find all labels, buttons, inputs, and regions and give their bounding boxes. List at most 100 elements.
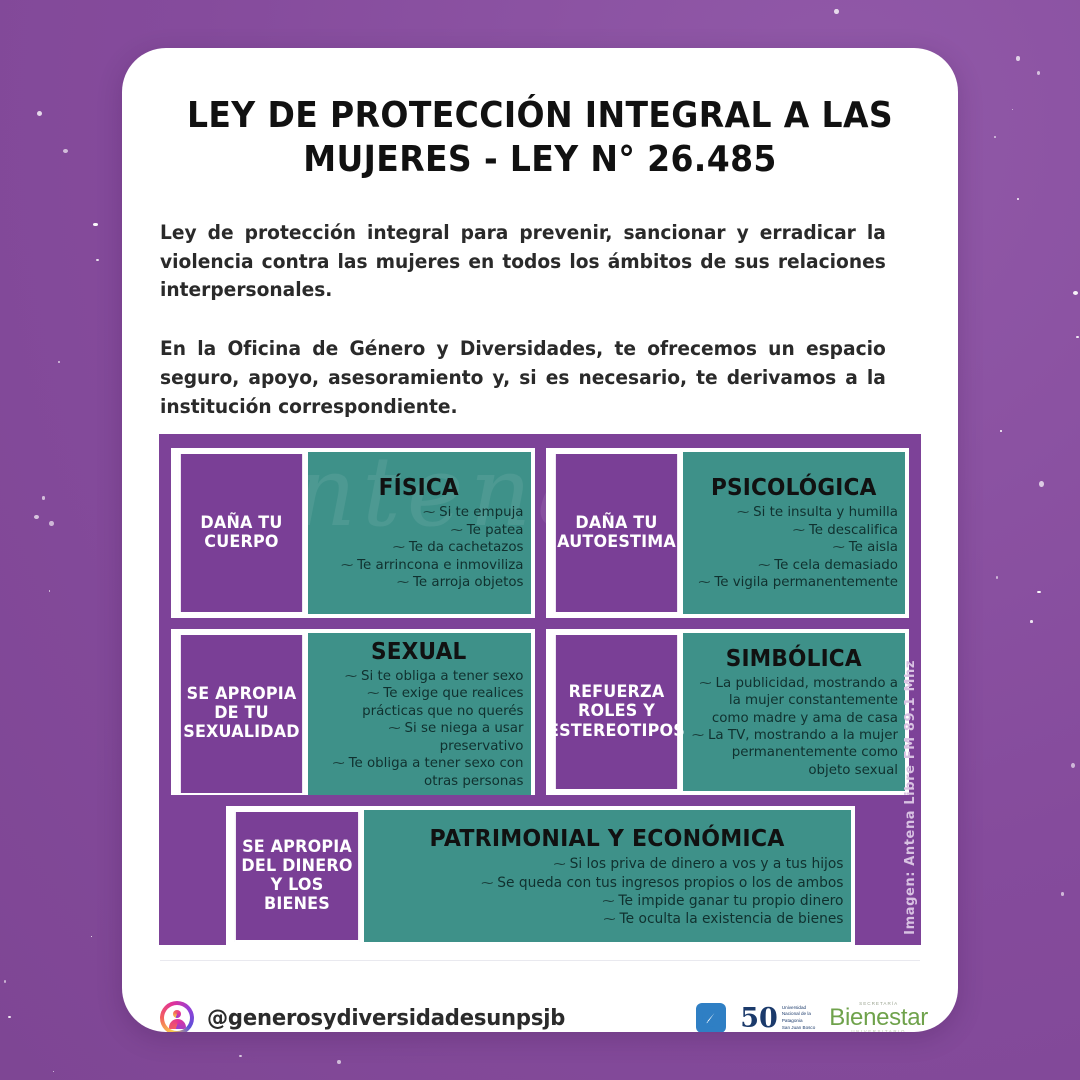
violence-heading-patrimonial: PATRIMONIAL Y ECONÓMICA xyxy=(428,824,785,853)
violence-effect-psicologica: DAÑA TU AUTOESTIMA xyxy=(553,452,679,614)
background-speck xyxy=(337,1059,341,1064)
background-speck xyxy=(1076,335,1080,339)
background-speck xyxy=(91,935,93,937)
dash-icon: ⁓ xyxy=(345,669,358,683)
dash-icon: ⁓ xyxy=(481,875,494,890)
dash-icon: ⁓ xyxy=(396,575,409,590)
background-speck xyxy=(995,575,999,579)
violence-heading-psicologica: PSICOLÓGICA xyxy=(710,475,877,502)
instagram-handle: @generosydiversidadesunpsjb xyxy=(207,1005,566,1031)
background-speck xyxy=(33,514,39,519)
violence-item: ⁓ Te exige que realices prácticas que no … xyxy=(362,686,524,719)
violence-effect-simbolica: REFUERZA ROLES Y ESTEREOTIPOS xyxy=(548,633,684,791)
dash-icon: ⁓ xyxy=(392,540,405,555)
footer: @generosydiversidadesunpsjb 50 Universid… xyxy=(160,988,928,1032)
violence-heading-simbolica: SIMBÓLICA xyxy=(725,645,862,672)
footer-divider xyxy=(160,960,920,961)
violence-types-infographic: Antena DAÑA TU CUERPO FÍSICA ⁓Si te empu… xyxy=(159,434,921,945)
page-title: LEY DE PROTECCIÓN INTEGRAL A LAS MUJERES… xyxy=(186,95,894,181)
violence-item: ⁓ Si te obliga a tener sexo xyxy=(345,669,524,684)
background-speck xyxy=(3,980,7,984)
background-speck xyxy=(49,590,51,592)
university-logo: 50 Universidad Nacional de la Patagonia … xyxy=(740,1005,815,1032)
violence-item: ⁓ Si te insulta y humilla xyxy=(737,505,898,521)
background-speck xyxy=(52,1070,54,1073)
dash-icon: ⁓ xyxy=(603,912,616,927)
dash-icon: ⁓ xyxy=(698,575,711,590)
background-speck xyxy=(41,496,46,500)
violence-item: ⁓ La TV, mostrando a la mujer permanentem… xyxy=(691,728,898,778)
dash-icon: ⁓ xyxy=(388,721,401,736)
intro-paragraph-2: En la Oficina de Género y Diversidades, … xyxy=(160,337,886,419)
background-speck xyxy=(62,148,68,153)
dash-icon: ⁓ xyxy=(332,756,345,771)
violence-item: ⁓ Te obliga a tener sexo con otras person… xyxy=(332,756,524,789)
background-speck xyxy=(1036,70,1041,76)
dash-icon: ⁓ xyxy=(699,675,712,690)
dash-icon: ⁓ xyxy=(341,557,354,572)
dash-icon: ⁓ xyxy=(553,857,566,872)
background-speck xyxy=(1060,892,1065,896)
instagram-link[interactable]: @generosydiversidadesunpsjb xyxy=(160,1001,580,1032)
violence-items-fisica: ⁓ Si te empuja ⁓ Te patea ⁓ Te da cachetazos ⁓… xyxy=(314,504,524,591)
background-speck xyxy=(57,360,61,363)
background-speck xyxy=(1039,481,1044,487)
background-speck xyxy=(1016,198,1019,201)
dash-icon: ⁓ xyxy=(367,686,380,701)
violence-heading-sexual: SEXUAL xyxy=(370,639,467,665)
background-speck xyxy=(1000,430,1003,432)
violence-item: ⁓ Te arroja objetos xyxy=(396,575,524,591)
violence-items-psicologica: ⁓ Si te insulta y humilla ⁓ Te descalifica ⁓… xyxy=(689,504,898,591)
background-speck xyxy=(1037,590,1041,594)
background-speck xyxy=(1012,108,1014,110)
dash-icon: ⁓ xyxy=(737,505,750,520)
dash-icon: ⁓ xyxy=(450,522,463,537)
violence-item: ⁓ Te patea xyxy=(450,522,524,538)
violence-card-patrimonial: SE APROPIA DEL DINERO Y LOS BIENES PATRI… xyxy=(225,806,855,945)
violence-items-simbolica: ⁓ La publicidad, mostrando a la mujer con… xyxy=(689,675,898,780)
instagram-icon xyxy=(160,1001,194,1032)
background-speck xyxy=(993,136,996,139)
violence-item: ⁓ Se queda con tus ingresos propios o los… xyxy=(481,874,844,891)
violence-item: ⁓ Te da cachetazos xyxy=(392,540,524,556)
bienestar-top-label: SECRETARÍA xyxy=(859,1000,899,1006)
background-speck xyxy=(8,1015,12,1018)
dash-icon: ⁓ xyxy=(691,728,704,742)
violence-item: ⁓ Te oculta la existencia de bienes xyxy=(603,911,844,928)
violence-card-sexual: SE APROPIA DE TU SEXUALIDAD SEXUAL ⁓ Si t… xyxy=(171,629,535,795)
content-card: LEY DE PROTECCIÓN INTEGRAL A LAS MUJERES… xyxy=(122,48,958,1032)
violence-item: ⁓ Si se niega a usar preservativo xyxy=(388,721,524,754)
dash-icon: ⁓ xyxy=(423,505,436,520)
background-speck xyxy=(48,520,54,527)
violence-effect-patrimonial: SE APROPIA DEL DINERO Y LOS BIENES xyxy=(233,810,360,942)
violence-card-simbolica: REFUERZA ROLES Y ESTEREOTIPOS SIMBÓLICA … xyxy=(545,629,909,795)
violence-effect-sexual: SE APROPIA DE TU SEXUALIDAD xyxy=(178,633,305,795)
background-speck xyxy=(92,222,98,227)
background-speck xyxy=(1016,56,1021,61)
unpsjb-crest-icon xyxy=(696,1003,727,1032)
dash-icon: ⁓ xyxy=(602,894,615,908)
violence-item: ⁓ Te arrincona e inmoviliza xyxy=(341,557,524,573)
background-speck xyxy=(834,8,839,15)
violence-item: ⁓ Si te empuja xyxy=(423,505,524,521)
footer-logos: 50 Universidad Nacional de la Patagonia … xyxy=(696,1000,928,1032)
violence-heading-fisica: FÍSICA xyxy=(378,475,459,502)
background-speck xyxy=(1071,762,1075,768)
violence-item: ⁓ Te aisla xyxy=(832,540,898,556)
violence-card-psicologica: DAÑA TU AUTOESTIMA PSICOLÓGICA ⁓ Si te in… xyxy=(545,448,909,618)
violence-item: ⁓ Te descalifica xyxy=(792,522,898,538)
violence-item: ⁓ Si los priva de dinero a vos y a tus hi… xyxy=(553,856,844,873)
dash-icon: ⁓ xyxy=(832,540,845,555)
background-speck xyxy=(1030,620,1033,623)
bienestar-bottom-label: UNIVERSITARIO xyxy=(851,1029,906,1032)
violence-item: ⁓ Te impide ganar tu propio dinero xyxy=(602,893,844,909)
background-speck xyxy=(96,258,100,262)
image-credit: Imagen: Antena Libre FM 89.1 Mhz xyxy=(903,660,918,935)
dash-icon: ⁓ xyxy=(758,557,771,572)
background-speck xyxy=(1072,291,1078,296)
violence-card-fisica: DAÑA TU CUERPO FÍSICA ⁓ Si te empuja ⁓ Te p… xyxy=(171,448,535,618)
intro-paragraph-1: Ley de protección integral para prevenir… xyxy=(160,220,886,302)
violence-items-sexual: ⁓ Si te obliga a tener sexo ⁓ Te exige que … xyxy=(314,668,524,790)
violence-item: ⁓ Te cela demasiado xyxy=(758,557,898,573)
violence-effect-fisica: DAÑA TU CUERPO xyxy=(178,452,305,614)
